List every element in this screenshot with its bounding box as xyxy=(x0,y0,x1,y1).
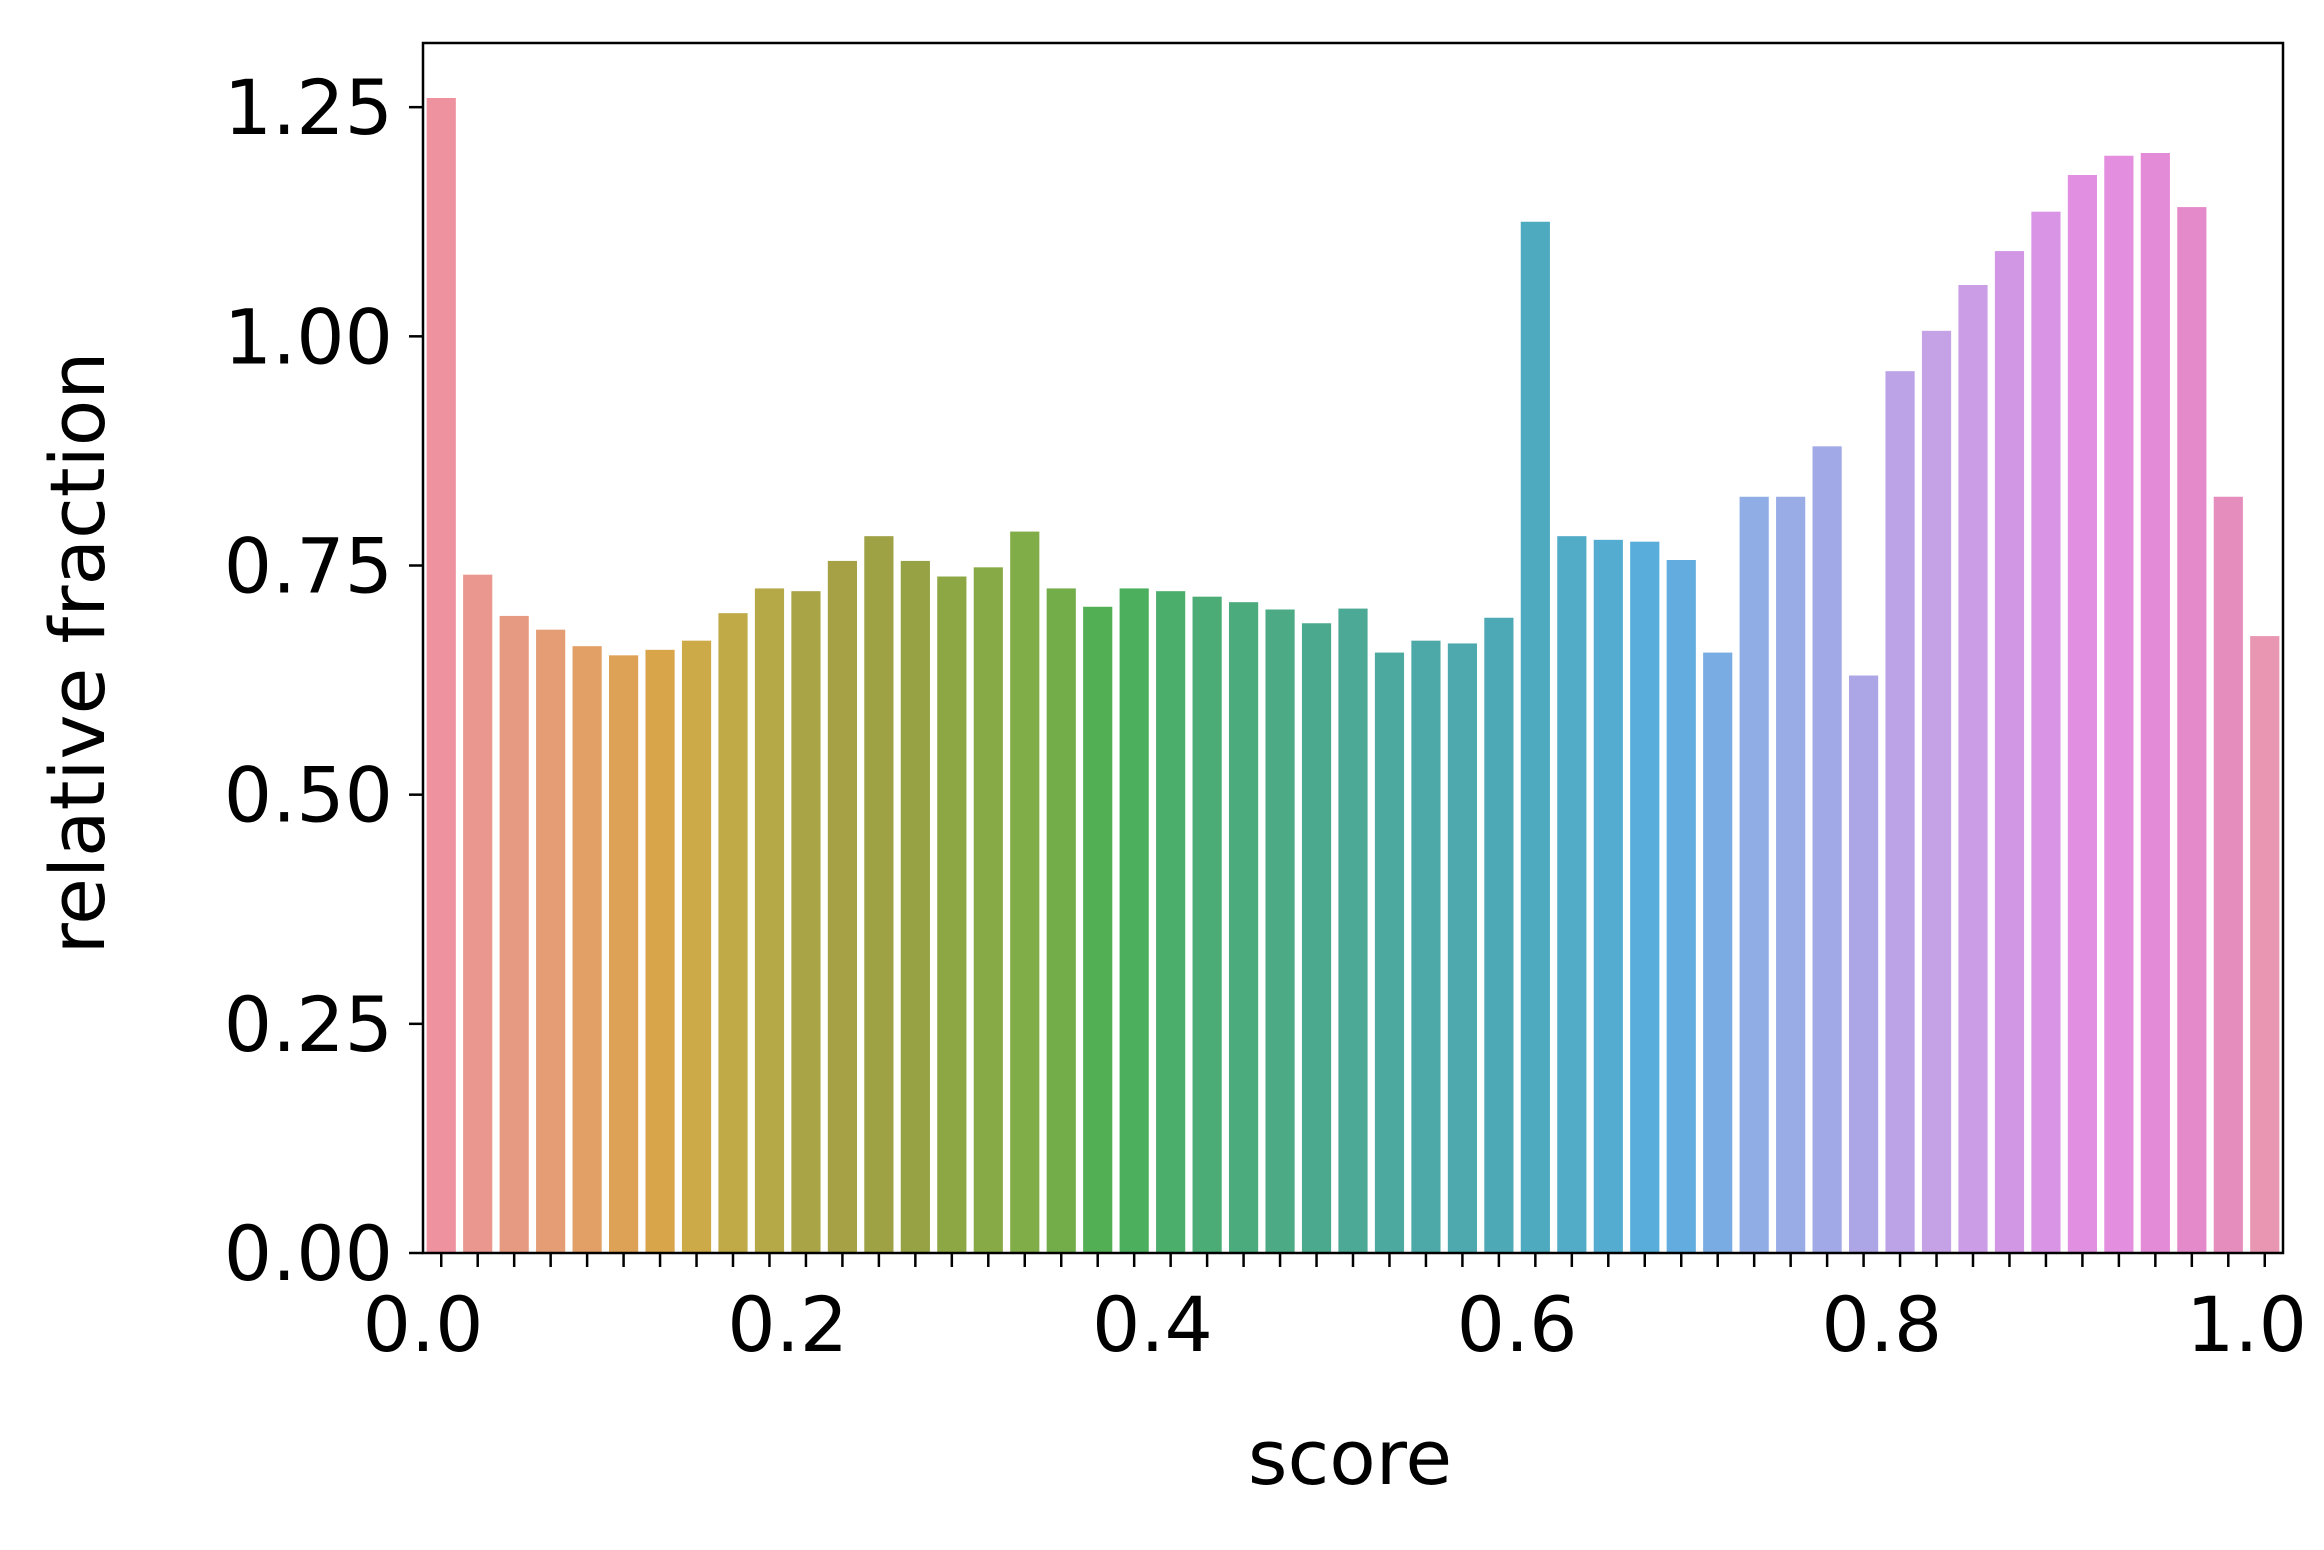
bar xyxy=(1374,652,1405,1253)
bar xyxy=(609,655,639,1253)
y-axis-label: relative fraction xyxy=(33,352,122,955)
bar xyxy=(1958,285,1988,1253)
y-tick-label: 1.25 xyxy=(224,63,393,152)
bar xyxy=(1739,496,1769,1253)
x-tick-label: 0.4 xyxy=(1092,1280,1213,1369)
plot-frame xyxy=(421,41,2285,1255)
bar xyxy=(718,613,748,1253)
bar xyxy=(536,629,566,1253)
bar xyxy=(1885,371,1915,1253)
x-tick-label: 0.8 xyxy=(1821,1280,1942,1369)
bar xyxy=(681,640,712,1253)
bar xyxy=(1630,541,1660,1253)
y-tick-label: 0.25 xyxy=(224,980,393,1069)
bar xyxy=(1994,251,2025,1253)
bar xyxy=(1484,617,1514,1253)
bar xyxy=(1338,608,1368,1253)
bar xyxy=(463,574,493,1253)
bar xyxy=(1593,539,1623,1253)
bar xyxy=(572,646,602,1253)
x-axis-label: score xyxy=(1248,1413,1452,1502)
bar xyxy=(1776,496,1806,1253)
bar xyxy=(2140,153,2170,1253)
y-tick-label: 1.00 xyxy=(224,292,393,381)
bar xyxy=(2250,636,2280,1253)
x-tick-label: 0.2 xyxy=(727,1280,848,1369)
bar xyxy=(1447,643,1477,1253)
bar xyxy=(2031,211,2061,1253)
bar xyxy=(1520,221,1550,1253)
bar xyxy=(426,98,456,1253)
bar xyxy=(499,615,529,1253)
bar xyxy=(1703,652,1733,1253)
bar xyxy=(1156,591,1186,1253)
bar xyxy=(1010,531,1040,1253)
x-tick-label: 0.6 xyxy=(1457,1280,1578,1369)
bar xyxy=(864,536,894,1253)
bar xyxy=(1046,588,1076,1253)
bar xyxy=(1557,536,1587,1253)
bar xyxy=(1192,596,1222,1253)
bar xyxy=(2104,155,2134,1253)
bar xyxy=(2213,496,2243,1253)
y-tick-label: 0.00 xyxy=(224,1209,393,1298)
y-tick-label: 0.75 xyxy=(224,522,393,611)
bar xyxy=(1849,675,1879,1253)
bars-layer xyxy=(426,98,2280,1254)
bar xyxy=(2177,207,2207,1254)
bar xyxy=(791,591,821,1253)
bar xyxy=(1119,588,1149,1253)
bar xyxy=(1265,609,1295,1253)
bar xyxy=(2067,175,2097,1253)
bar xyxy=(900,560,930,1253)
bar xyxy=(645,649,675,1253)
x-tick-label: 1.0 xyxy=(2186,1280,2307,1369)
x-tick-label: 0.0 xyxy=(363,1280,484,1369)
bar xyxy=(1921,330,1952,1254)
bar xyxy=(937,576,967,1253)
y-tick-label: 0.50 xyxy=(224,751,393,840)
bar xyxy=(1083,606,1113,1253)
bar xyxy=(1411,640,1441,1253)
bar xyxy=(973,567,1003,1253)
bar xyxy=(1229,602,1259,1253)
bar xyxy=(754,588,785,1253)
bar xyxy=(1812,446,1842,1254)
axes-layer: 0.00 0.25 0.50 0.75 1.00 1.25 0.0 0.2 0.4 0.6 0.8 1… xyxy=(224,63,2307,1369)
bar xyxy=(1666,560,1696,1253)
bar xyxy=(827,560,857,1253)
bar xyxy=(1301,623,1332,1253)
